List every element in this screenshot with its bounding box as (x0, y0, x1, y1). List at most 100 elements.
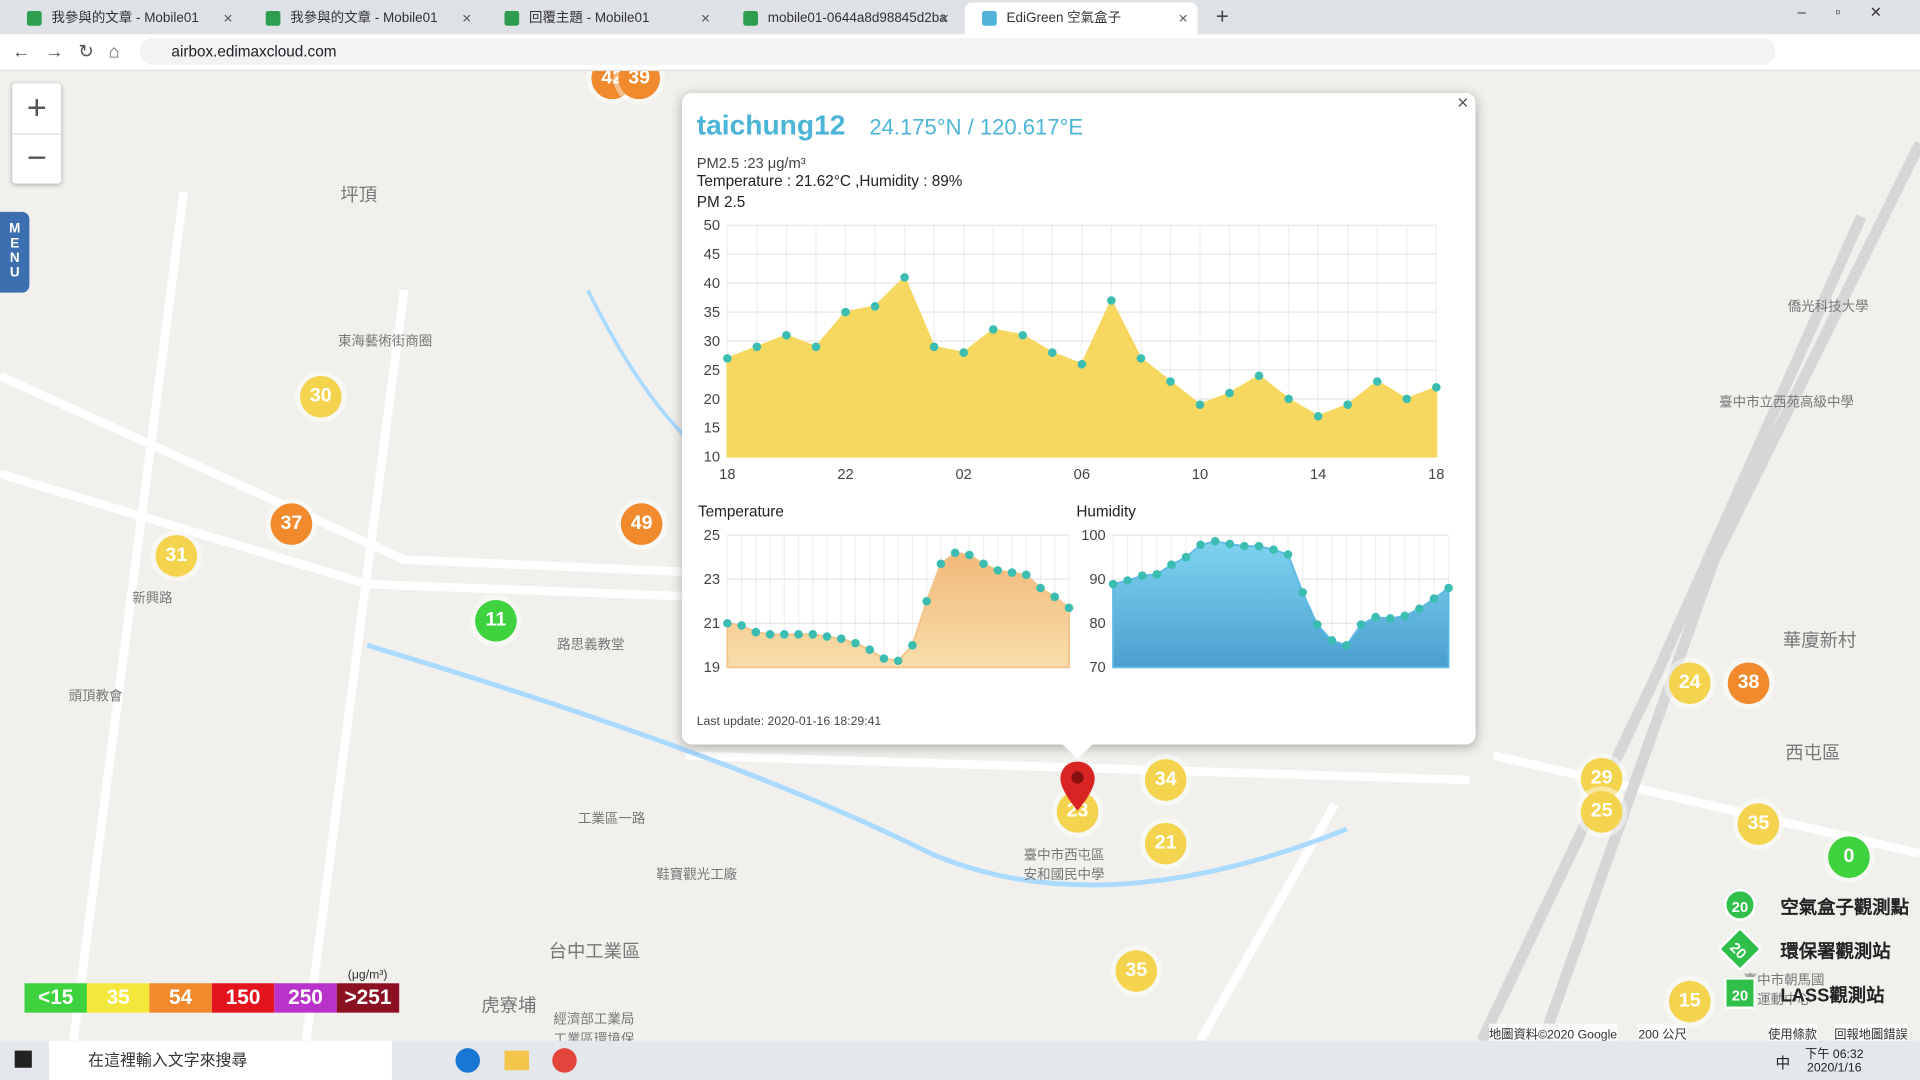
zoom-out[interactable]: − (26, 138, 47, 177)
zoom-in[interactable]: + (12, 83, 62, 135)
highway (1476, 214, 1867, 1041)
menu-letter: M (9, 221, 21, 237)
map-marker[interactable]: 24 (1668, 662, 1711, 705)
place-label: 臺中市朝馬國民運動中心 (1743, 973, 1825, 1008)
tab[interactable]: mobile01-0644a8d98845d2ba × (726, 2, 959, 34)
map-marker[interactable]: 25 (1580, 791, 1623, 833)
place-label: 工業區一路 (577, 811, 646, 827)
map-marker[interactable]: 49 (620, 503, 663, 545)
selected-pin (1060, 761, 1095, 811)
place-label: 僑光科技大學 (1787, 300, 1869, 315)
tab-favicon (265, 11, 281, 26)
zoom-control: + − (12, 83, 62, 184)
clock: 下午 06:32 2020/1/16 (1800, 1043, 1869, 1075)
edge-icon[interactable] (455, 1048, 481, 1073)
tab-favicon (504, 11, 520, 26)
station-name: taichung12 (696, 108, 846, 141)
legend-item: <15 (24, 983, 87, 1013)
tab-close[interactable]: × (223, 8, 233, 27)
chart-title: Temperature (697, 503, 784, 521)
window-controls[interactable]: –▫✕ (1797, 3, 1912, 21)
map-marker[interactable]: 30 (300, 375, 342, 418)
map-marker[interactable]: 38 (1727, 662, 1770, 705)
legend-item: 250 (274, 983, 337, 1013)
tab-title: 我參與的文章 - Mobile01 (290, 11, 438, 26)
search-box[interactable]: 在這裡輸入文字來搜尋 (48, 1040, 392, 1080)
chart-title: Humidity (1076, 503, 1136, 521)
menu-letter: U (9, 265, 20, 281)
map-marker[interactable]: 11 (475, 600, 517, 642)
tab-title: EdiGreen 空氣盒子 (1006, 11, 1122, 26)
url: airbox.edimaxcloud.com (171, 42, 337, 61)
ime: 中 (1775, 1054, 1791, 1072)
station-type-label: 空氣盒子觀測點 (1780, 897, 1909, 919)
highway (1537, 140, 1920, 1041)
station-icon: 20 (1724, 977, 1756, 1009)
station-popup: × taichung12 24.175°N / 120.617°E PM2.5 … (682, 93, 1476, 745)
station-type-label: 環保署觀測站 (1780, 941, 1891, 963)
tab-close[interactable]: × (939, 8, 949, 27)
tab-close[interactable]: × (700, 8, 711, 27)
tab-close[interactable]: × (462, 8, 472, 27)
chart-title: PM 2.5 (696, 193, 746, 211)
tab-favicon (743, 11, 758, 26)
tab-title: 回覆主題 - Mobile01 (528, 11, 650, 26)
menu-letter: N (9, 251, 20, 266)
place-label: 西屯區 (1785, 743, 1841, 765)
nav-buttons[interactable]: ←→↻⌂ (12, 41, 135, 63)
chrome-icon[interactable] (552, 1048, 577, 1073)
place-label: 臺中市立西苑高級中學 (1719, 395, 1854, 411)
new-tab[interactable]: + (1215, 3, 1229, 29)
tab[interactable]: 回覆主題 - Mobile01 × (487, 2, 720, 34)
map-marker[interactable]: 35 (1115, 950, 1158, 992)
map-marker[interactable]: 34 (1144, 759, 1187, 801)
footer-text: 200 公尺 (1638, 1023, 1687, 1043)
map-marker[interactable]: 31 (155, 535, 198, 577)
tab-favicon (26, 11, 42, 26)
tab-title: 我參與的文章 - Mobile01 (51, 11, 199, 26)
footer-text: 地圖資料©2020 Google (1488, 1023, 1618, 1043)
tab[interactable]: 我參與的文章 - Mobile01 × (249, 2, 482, 34)
tab[interactable]: 我參與的文章 - Mobile01 × (10, 2, 243, 34)
tab[interactable]: EdiGreen 空氣盒子 × (964, 2, 1198, 35)
pin-dot (1071, 771, 1084, 784)
place-label: 新興路 (132, 591, 173, 607)
road (301, 289, 409, 1041)
tab-title: mobile01-0644a8d98845d2ba (767, 11, 947, 26)
place-label: 台中工業區 (548, 941, 641, 963)
map-marker[interactable]: 29 (1580, 757, 1623, 800)
footer-text: 使用條款 (1768, 1023, 1818, 1043)
time: 下午 06:32 (1805, 1048, 1864, 1062)
close-button[interactable]: × (1457, 93, 1469, 114)
road (69, 191, 188, 1041)
place-label: 華廈新村 (1782, 630, 1857, 652)
last-update: Last update: 2020-01-16 18:29:41 (696, 715, 882, 729)
station-type-label: LASS觀測站 (1780, 985, 1885, 1007)
map-marker[interactable]: 0 (1828, 836, 1870, 878)
map-marker[interactable]: 35 (1737, 803, 1780, 845)
explorer-icon[interactable] (504, 1050, 529, 1071)
map-marker[interactable]: 37 (270, 503, 313, 545)
taskbar: 在這裡輸入文字來搜尋 中 下午 06:32 2020/1/16 (0, 1040, 1920, 1080)
footer-text: 回報地圖錯誤 (1834, 1023, 1908, 1043)
pin (1060, 761, 1095, 811)
legend-item: 54 (149, 983, 212, 1013)
legend-unit: (μg/m³) (347, 968, 388, 983)
map-marker[interactable]: 21 (1144, 822, 1187, 865)
search-placeholder: 在這裡輸入文字來搜尋 (88, 1050, 248, 1069)
river (586, 289, 688, 439)
legend-item: 150 (211, 983, 275, 1013)
url-field[interactable]: airbox.edimaxcloud.com (139, 37, 1776, 65)
date: 2020/1/16 (1807, 1061, 1862, 1076)
start-button[interactable] (14, 1050, 32, 1068)
legend-item: 35 (86, 983, 150, 1013)
menu-letter: E (10, 236, 20, 252)
place-label: 坪頂 (340, 184, 378, 206)
place-label: 鞋寶觀光工廠 (656, 868, 738, 883)
aqi-legend: <15 35 54 150 250 >251 (24, 983, 400, 1013)
tab-close[interactable]: × (1178, 8, 1188, 27)
legend-item: >251 (336, 983, 400, 1013)
map-marker[interactable]: 15 (1668, 980, 1711, 1023)
